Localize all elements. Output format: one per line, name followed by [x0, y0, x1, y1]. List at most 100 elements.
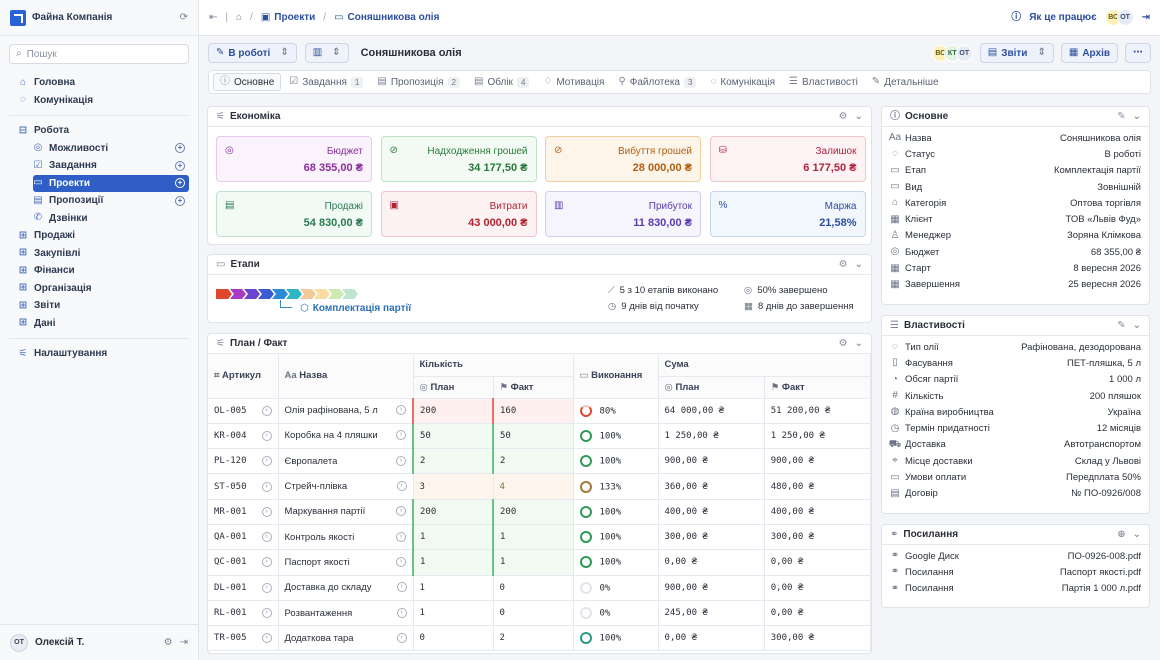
col-completion[interactable]: ▭ Виконання — [573, 354, 659, 399]
cell-article[interactable]: QA-001 › — [208, 524, 279, 551]
table-row[interactable]: QC-001 › Паспорт якості › 1 1 100% 0,00 ₴ 0,00 ₴ — [208, 549, 871, 576]
cell-article[interactable]: PL-120 › — [208, 448, 279, 475]
table-row[interactable]: DL-001 › Доставка до складу › 1 0 0% 900,00 ₴ 0,… — [208, 575, 871, 601]
cell-qty-plan[interactable]: 200 — [412, 499, 494, 525]
nav-opportunities[interactable]: ◎ Можливості + — [33, 140, 189, 158]
property-row[interactable]: ⚭ Google Диск ПО-0926-008.pdf — [882, 548, 1149, 564]
cell-qty-fact[interactable]: 200 — [492, 499, 574, 525]
cell-sum-plan[interactable]: 900,00 ₴ — [658, 575, 765, 601]
user-avatar[interactable]: ОТ — [10, 633, 28, 652]
open-icon[interactable]: › — [396, 556, 406, 567]
cell-sum-plan[interactable]: 0,00 ₴ — [658, 625, 765, 652]
breadcrumb-projects[interactable]: ▣ Проекти — [261, 12, 315, 23]
cell-sum-plan[interactable]: 245,00 ₴ — [658, 600, 765, 627]
cell-qty-fact[interactable]: 0 — [493, 575, 574, 601]
nav-reports[interactable]: ⊞ Звіти — [0, 297, 198, 315]
property-row[interactable]: ▦ Клієнт ТОВ «Львів Фуд» — [882, 211, 1149, 227]
cell-sum-fact[interactable]: 0,00 ₴ — [764, 549, 871, 576]
col-sum-fact[interactable]: ⚑ Факт — [764, 376, 871, 399]
archive-button[interactable]: ▦ Архів — [1060, 43, 1118, 63]
property-row[interactable]: Aa Назва Соняшникова олія — [882, 130, 1149, 146]
cell-sum-fact[interactable]: 0,00 ₴ — [764, 575, 871, 601]
cell-qty-plan[interactable]: 1 — [412, 549, 494, 576]
home-icon[interactable]: ⌂ — [236, 11, 243, 23]
user-name[interactable]: Олексій Т. — [35, 637, 85, 648]
watchers[interactable]: ВС ОТ — [1104, 9, 1134, 26]
cell-qty-fact[interactable]: 1 — [492, 524, 574, 551]
property-row[interactable]: ▭ Етап Комплектація партії — [882, 163, 1149, 179]
stage-step[interactable] — [328, 289, 344, 299]
kpi-card[interactable]: ▤ Продажі 54 830,00 ₴ — [216, 191, 372, 237]
open-icon[interactable]: › — [261, 608, 272, 619]
cell-sum-fact[interactable]: 900,00 ₴ — [764, 448, 871, 475]
nav-settings[interactable]: ⚟ Налаштування — [0, 345, 198, 363]
col-sum-plan[interactable]: ◎ План — [658, 376, 765, 399]
table-row[interactable]: ST-050 › Стрейч-плівка › 3 4 133% 360,00 ₴ 480,0… — [208, 473, 871, 500]
property-row[interactable]: ▯ Фасування ПЕТ-пляшка, 5 л — [882, 355, 1149, 371]
open-icon[interactable]: › — [261, 506, 272, 517]
tab-1[interactable]: ☑ Завдання 1 — [283, 73, 369, 91]
cell-qty-plan[interactable]: 50 — [412, 423, 494, 450]
cell-article[interactable]: MR-001 › — [208, 499, 279, 525]
cell-name[interactable]: Додаткова тара › — [278, 625, 414, 652]
open-icon[interactable]: › — [261, 481, 272, 492]
open-icon[interactable]: › — [396, 582, 407, 593]
property-row[interactable]: ◌ Тип олії Рафінована, дезодорована — [882, 339, 1149, 355]
cell-qty-fact[interactable]: 0 — [493, 600, 574, 627]
nav-organization[interactable]: ⊞ Організація — [0, 280, 198, 298]
cell-sum-plan[interactable]: 0,00 ₴ — [658, 549, 765, 576]
property-row[interactable]: ▤ Договір № ПО-0926/008 — [882, 486, 1149, 502]
open-icon[interactable]: › — [396, 632, 407, 643]
cell-name[interactable]: Маркування партії › — [278, 499, 414, 525]
tab-4[interactable]: ♢ Мотивація — [537, 73, 610, 91]
open-icon[interactable]: › — [261, 532, 272, 543]
breadcrumb-current[interactable]: ▭ Соняшникова олія — [334, 12, 439, 23]
nav-purchases[interactable]: ⊞ Закупівлі — [0, 245, 198, 263]
cell-article[interactable]: TR-005 › — [208, 625, 279, 652]
view-dropdown[interactable]: ▥ ⇕ — [304, 43, 349, 63]
open-icon[interactable]: › — [396, 405, 406, 416]
add-icon[interactable]: ⊕ — [1117, 529, 1126, 540]
table-row[interactable]: OL-005 › Олія рафінована, 5 л › 200 160 80% 64 … — [208, 398, 871, 424]
cell-qty-plan[interactable]: 2 — [412, 448, 494, 475]
col-article[interactable]: ⌗ Артикул — [208, 354, 279, 399]
property-row[interactable]: ⛟ Доставка Автотранспортом — [882, 437, 1149, 453]
nav-work[interactable]: ⊟ Робота — [0, 122, 198, 140]
open-icon[interactable]: › — [396, 607, 407, 618]
stage-step[interactable] — [314, 289, 330, 299]
stage-step[interactable] — [216, 289, 232, 299]
property-row[interactable]: ▭ Вид Зовнішній — [882, 179, 1149, 195]
reports-button[interactable]: ▤ Звіти ⇕ — [979, 43, 1054, 63]
chevron-down-icon[interactable]: ⌄ — [1132, 320, 1141, 331]
chevron-down-icon[interactable]: ⌄ — [1132, 529, 1141, 540]
cell-qty-fact[interactable]: 2 — [492, 448, 574, 475]
cell-qty-plan[interactable]: 3 — [413, 473, 494, 500]
more-button[interactable]: ⋯ — [1125, 43, 1151, 63]
property-row[interactable]: ⌖ Місце доставки Склад у Львові — [882, 453, 1149, 469]
cell-name[interactable]: Контроль якості › — [278, 524, 414, 551]
stage-step[interactable] — [342, 289, 358, 299]
cell-article[interactable]: OL-005 › — [208, 398, 279, 424]
cell-qty-fact[interactable]: 2 — [493, 625, 574, 652]
open-icon[interactable]: › — [396, 506, 406, 517]
kpi-card[interactable]: ⛁ Залишок 6 177,50 ₴ — [709, 136, 866, 182]
cell-sum-plan[interactable]: 1 250,00 ₴ — [658, 423, 765, 450]
property-row[interactable]: ⚭ Посилання Паспорт якості.pdf — [882, 564, 1149, 580]
help-icon[interactable]: ⓘ — [1011, 11, 1022, 23]
property-row[interactable]: ◍ Країна виробництва Україна — [882, 404, 1149, 420]
kpi-card[interactable]: % Маржа 21,58% — [709, 191, 866, 237]
cell-article[interactable]: RL-001 › — [208, 600, 279, 627]
settings-icon[interactable]: ⚙ — [838, 259, 848, 270]
kpi-card[interactable]: ◎ Бюджет 68 355,00 ₴ — [216, 136, 372, 182]
tab-7[interactable]: ☰ Властивості — [783, 73, 864, 91]
open-icon[interactable]: › — [396, 430, 406, 441]
gear-icon[interactable]: ⚙ — [163, 636, 173, 648]
refresh-icon[interactable]: ⟳ — [179, 11, 188, 23]
table-row[interactable]: QA-001 › Контроль якості › 1 1 100% 300,00 ₴ 300… — [208, 524, 871, 551]
cell-qty-plan[interactable]: 1 — [413, 575, 494, 601]
status-dropdown[interactable]: ✎ В роботі ⇕ — [208, 43, 297, 63]
kpi-card[interactable]: ▣ Витрати 43 000,00 ₴ — [380, 191, 537, 237]
settings-icon[interactable]: ⚙ — [838, 338, 848, 349]
cell-article[interactable]: DL-001 › — [208, 575, 279, 601]
nav-sales[interactable]: ⊞ Продажі — [0, 227, 198, 245]
